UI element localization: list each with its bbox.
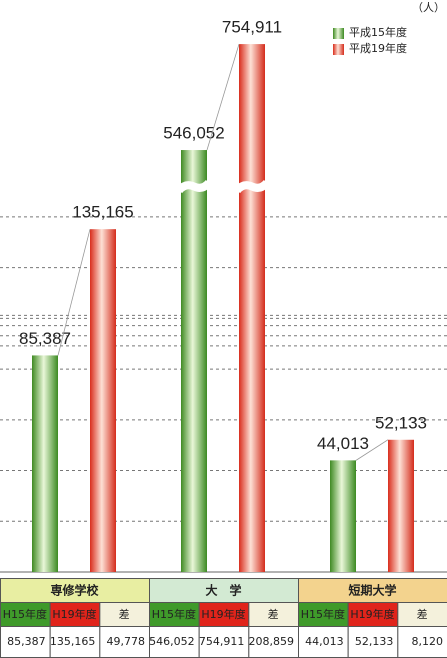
legend-label: 平成15年度 [349, 25, 407, 39]
bar [32, 355, 58, 572]
connector [57, 229, 91, 356]
table-header-label: 短期大学 [348, 583, 396, 598]
table-column-label: 差 [417, 607, 428, 621]
bar [330, 460, 356, 572]
table-header-label: 専修学校 [50, 583, 99, 598]
bar [388, 439, 414, 572]
table-column-header [198, 602, 250, 627]
table-column-label: H15年度 [3, 607, 47, 621]
connector [206, 43, 240, 151]
axis-break [175, 179, 213, 194]
bar [181, 150, 207, 573]
table-column-label: H19年度 [201, 607, 245, 621]
table-column-header [347, 602, 399, 627]
table-column-header [99, 602, 151, 627]
value-label: 135,165 [72, 203, 133, 222]
table-cell [49, 626, 101, 658]
table-header-label: 大 学 [205, 583, 241, 598]
table-cell [99, 626, 151, 658]
table-cell-value: 546,052 [149, 635, 195, 648]
table-cell-value: 8,120 [412, 635, 444, 648]
table-column-header [298, 602, 349, 627]
table-header [298, 578, 447, 603]
table-cell-value: 85,387 [7, 635, 46, 648]
table-cell [298, 626, 349, 658]
value-label: 44,013 [317, 434, 369, 453]
value-label: 85,387 [19, 329, 71, 348]
table-column-label: 差 [119, 607, 130, 621]
table-cell-value: 135,165 [50, 635, 96, 648]
connector [355, 439, 389, 461]
table-column-label: H15年度 [301, 607, 345, 621]
unit: （人） [412, 1, 445, 14]
value-label: 52,133 [375, 413, 427, 432]
table-column-header [149, 602, 200, 627]
bar [90, 229, 116, 572]
table-column-label: 差 [268, 607, 279, 621]
table-cell-value: 49,778 [107, 635, 146, 648]
table-column-label: H19年度 [52, 607, 96, 621]
value-label: 754,911 [222, 18, 282, 37]
axis-break [233, 179, 271, 194]
table-cell-value: 44,013 [305, 635, 344, 648]
value-label: 546,052 [163, 124, 224, 143]
bar [239, 44, 265, 573]
legend-swatch [333, 44, 344, 55]
table-column-label: H15年度 [152, 607, 196, 621]
table-cell-value: 208,859 [249, 635, 295, 648]
table-column-label: H19年度 [350, 607, 394, 621]
table-cell-value: 52,133 [355, 635, 394, 648]
legend-label: 平成19年度 [349, 41, 407, 55]
table-cell [248, 626, 299, 658]
table-cell-value: 754,911 [199, 635, 245, 648]
table-cell [347, 626, 399, 658]
legend-swatch [333, 28, 344, 39]
table-cell [149, 626, 200, 658]
